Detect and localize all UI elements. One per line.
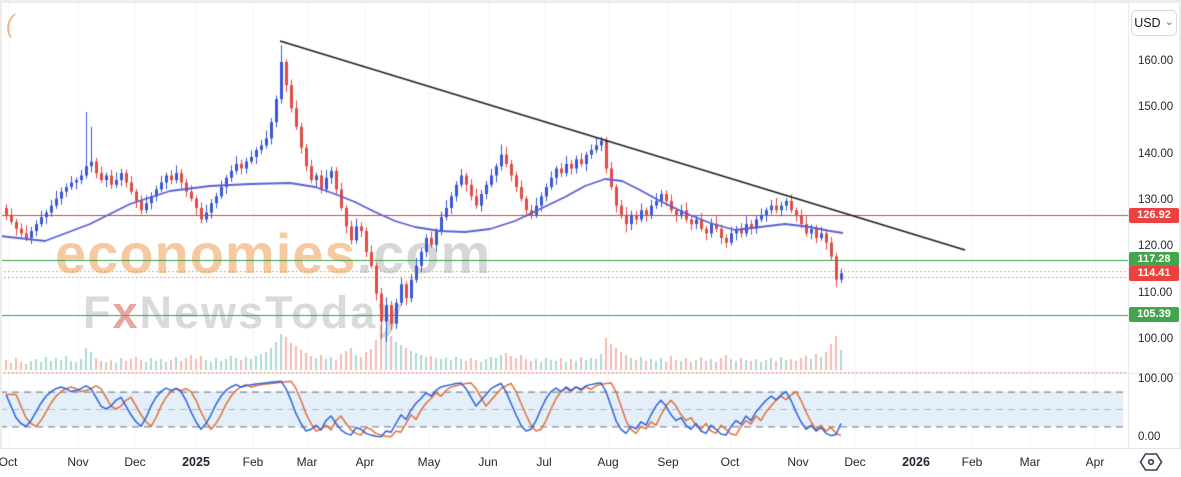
month-label: Oct (720, 455, 740, 469)
month-label: May (417, 455, 441, 469)
price-level-badge: 126.92 (1129, 207, 1179, 223)
month-label: Dec (844, 455, 866, 469)
price-tick-label: 140.00 (1138, 147, 1174, 160)
currency-selector-button[interactable]: USD ⌄ (1131, 10, 1177, 36)
month-label: Dec (124, 455, 146, 469)
window-edge-left (0, 0, 2, 448)
month-label: Sep (657, 455, 679, 469)
month-label: Jun (478, 455, 498, 469)
currency-label: USD (1134, 16, 1161, 30)
price-level-badge: 117.28 (1129, 252, 1179, 268)
month-label: Nov (67, 455, 89, 469)
month-label: Feb (961, 455, 983, 469)
hexagon-icon (1139, 453, 1163, 471)
month-label: Mar (1019, 455, 1041, 469)
price-tick-label: 150.00 (1138, 101, 1174, 114)
price-tick-label: 130.00 (1138, 193, 1174, 206)
window-edge-top (0, 0, 1181, 3)
month-label: Oct (0, 455, 18, 469)
month-label: Mar (296, 455, 318, 469)
indicator-tick-label: 100.00 (1138, 373, 1174, 385)
price-level-badge: 105.39 (1129, 307, 1179, 323)
price-tick-label: 120.00 (1138, 240, 1174, 253)
chevron-down-icon: ⌄ (1164, 15, 1174, 28)
month-label: Nov (787, 455, 809, 469)
month-label: Jul (536, 455, 552, 469)
price-tick-label: 160.00 (1138, 55, 1174, 67)
year-label: 2026 (902, 455, 930, 469)
price-level-badge: 114.41 (1129, 265, 1179, 281)
time-axis[interactable]: Oct Nov Dec 2025 Feb Mar Apr May Jun Jul Aug Sep Oct… (0, 448, 1181, 477)
month-label: Aug (597, 455, 619, 469)
indicator-tick-label: 0.00 (1138, 431, 1161, 443)
price-tick-label: 110.00 (1138, 286, 1173, 299)
month-label: Feb (242, 455, 264, 469)
month-label: Apr (1085, 455, 1105, 469)
price-tick-label: 100.00 (1138, 332, 1174, 345)
price-axis[interactable]: 160.00 150.00 140.00 130.00 120.00 110.00 100.… (1128, 0, 1181, 448)
month-label: Apr (355, 455, 375, 469)
hexagon-logo-button[interactable] (1139, 452, 1163, 475)
year-label: 2025 (182, 455, 210, 469)
window-edge-right (1179, 0, 1181, 448)
